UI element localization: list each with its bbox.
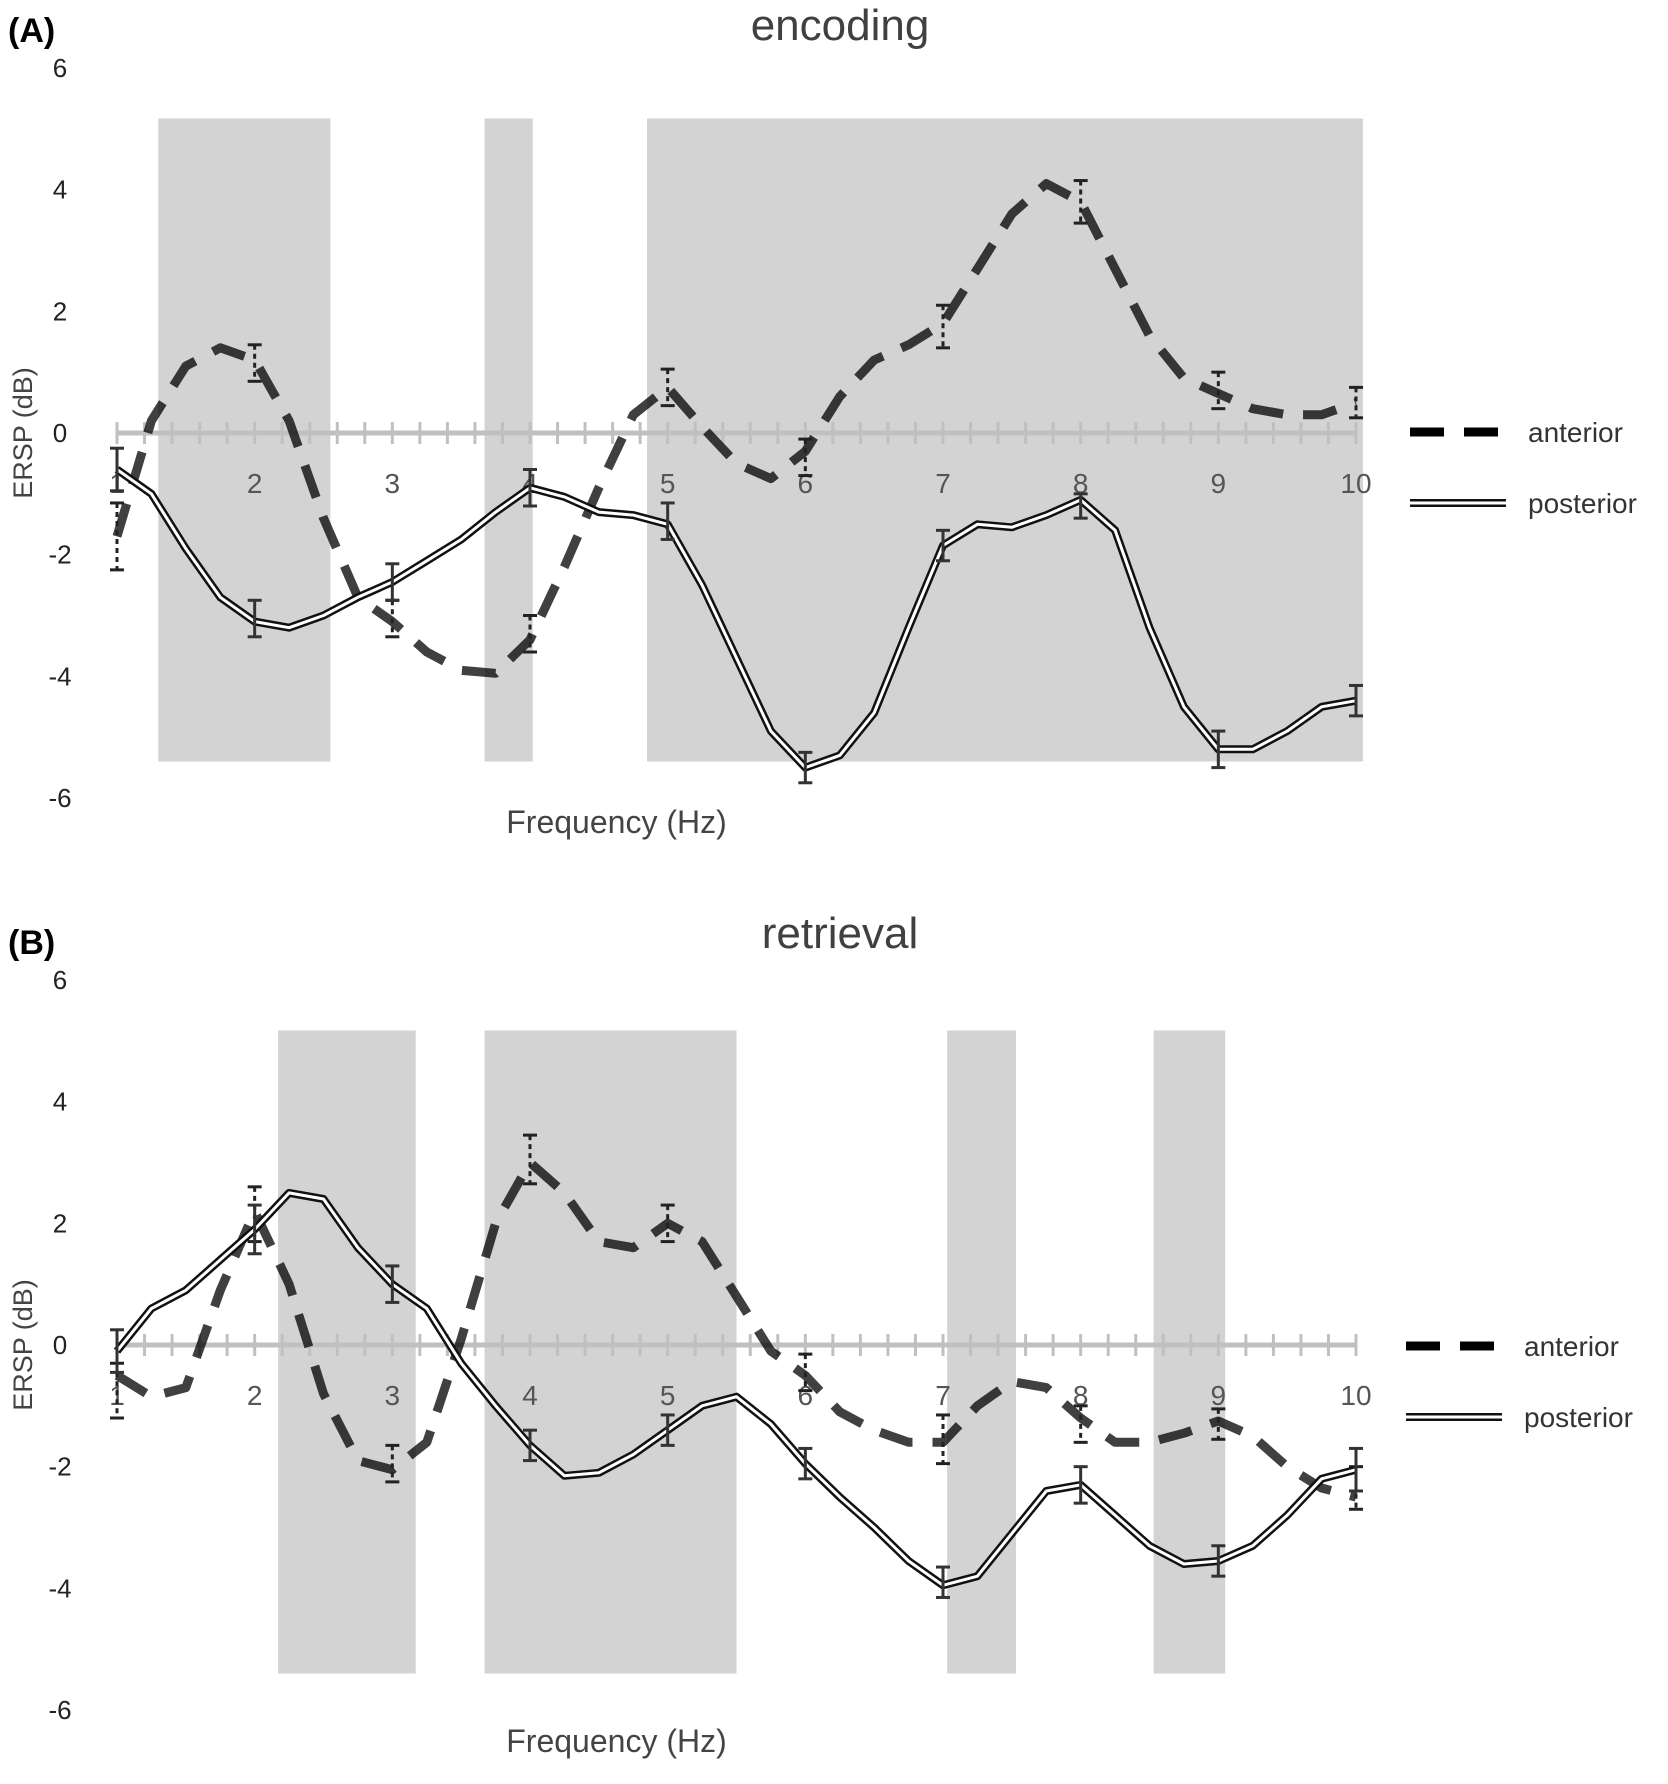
x-tick-label: 2 (247, 468, 263, 499)
legend-label-posterior: posterior (1528, 488, 1637, 519)
legend-label-posterior: posterior (1524, 1402, 1633, 1433)
y-tick-label: 0 (53, 1330, 67, 1360)
y-tick-label: -4 (48, 661, 71, 691)
y-tick-label: 6 (53, 965, 67, 995)
series-line-anterior (112, 179, 1358, 678)
x-axis-label: Frequency (Hz) (506, 1723, 727, 1759)
y-tick-label: -4 (48, 1573, 71, 1603)
legend-label-anterior: anterior (1528, 417, 1623, 448)
x-tick-label: 7 (935, 1380, 951, 1411)
x-tick-label: 9 (1211, 468, 1227, 499)
legend-label-anterior: anterior (1524, 1331, 1619, 1362)
shaded-region (484, 1030, 737, 1674)
y-axis-label: ERSP (dB) (8, 367, 38, 499)
x-tick-label: 10 (1340, 1380, 1371, 1411)
y-tick-label: -6 (48, 783, 71, 813)
panel-label: (A) (8, 12, 55, 50)
y-tick-label: 4 (53, 175, 67, 205)
x-tick-label: 7 (935, 468, 951, 499)
x-tick-label: 5 (660, 1380, 676, 1411)
y-tick-label: 2 (53, 296, 67, 326)
y-tick-label: -6 (48, 1695, 71, 1725)
retrieval-panel: 6 4 2 0 -2 -4 -6 1 2 3 4 5 6 7 8 9 10 (B) retrieval Frequen… (8, 909, 1633, 1759)
shaded-region (647, 118, 1363, 762)
x-axis-label: Frequency (Hz) (506, 804, 727, 840)
x-tick-label: 3 (385, 468, 401, 499)
x-tick-label: 5 (660, 468, 676, 499)
y-tick-label: 2 (53, 1208, 67, 1238)
series-line-inner-posterior (115, 1191, 1357, 1587)
x-tick-label: 8 (1073, 468, 1089, 499)
chart-title: retrieval (762, 909, 919, 958)
chart-title: encoding (751, 1, 930, 50)
y-axis-label: ERSP (dB) (8, 1279, 38, 1411)
shaded-region (278, 1030, 416, 1674)
y-tick-label: -2 (48, 540, 71, 570)
y-tick-label: -2 (48, 1452, 71, 1482)
x-tick-label: 6 (798, 1380, 814, 1411)
x-tick-label: 9 (1211, 1380, 1227, 1411)
x-tick-label: 10 (1340, 468, 1371, 499)
series-line-anterior (114, 1158, 1358, 1502)
x-tick-label: 2 (247, 1380, 263, 1411)
y-tick-label: 0 (53, 418, 67, 448)
x-tick-label: 4 (522, 1380, 538, 1411)
encoding-panel: 6420-2-4-612345678910(A)encodingFrequenc… (8, 1, 1637, 840)
x-tick-label: 1 (109, 1380, 125, 1411)
x-tick-label: 8 (1073, 1380, 1089, 1411)
x-tick-label: 3 (385, 1380, 401, 1411)
shaded-region (484, 118, 533, 762)
panel-label: (B) (8, 924, 55, 962)
series-line-inner-posterior (116, 468, 1357, 770)
y-tick-label: 6 (53, 53, 67, 83)
y-tick-label: 4 (53, 1087, 67, 1117)
x-tick-label: 6 (798, 468, 814, 499)
shaded-region (158, 118, 331, 762)
